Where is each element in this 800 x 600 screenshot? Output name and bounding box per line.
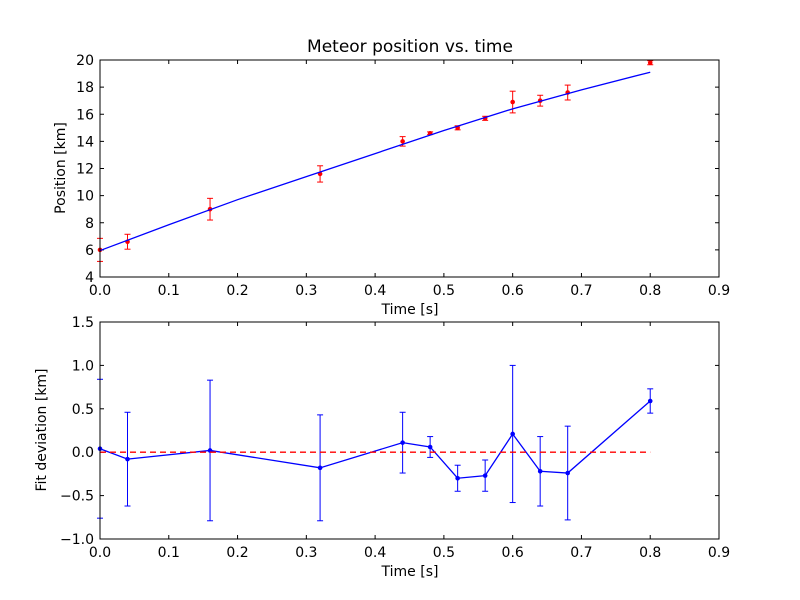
y-tick-label: 0.0 bbox=[72, 445, 94, 461]
position-plot: Meteor position vs. time Time [s] Positi… bbox=[53, 37, 730, 318]
y-tick-label: −0.5 bbox=[60, 489, 94, 505]
plot-marks bbox=[97, 60, 654, 262]
chart-title: Meteor position vs. time bbox=[307, 37, 513, 57]
data-point bbox=[400, 440, 405, 445]
x-tick-label: 0.6 bbox=[502, 283, 524, 299]
y-tick-label: 10 bbox=[76, 189, 94, 205]
x-tick-label: 0.4 bbox=[364, 283, 386, 299]
plot-marks bbox=[97, 364, 654, 522]
y-tick-label: 14 bbox=[76, 134, 94, 150]
y-tick-label: 8 bbox=[85, 216, 94, 232]
x-tick-label: 0.5 bbox=[433, 545, 455, 561]
x-tick-label: 0.1 bbox=[158, 545, 180, 561]
data-point bbox=[317, 465, 323, 471]
data-point bbox=[510, 99, 515, 105]
x-axis-label: Time [s] bbox=[381, 564, 439, 580]
deviation-line bbox=[99, 400, 651, 479]
data-point bbox=[400, 139, 405, 144]
x-tick-label: 0.1 bbox=[158, 283, 180, 299]
plot-frame bbox=[99, 321, 720, 540]
y-tick-label: 1.0 bbox=[72, 358, 94, 374]
x-tick-label: 0.2 bbox=[226, 283, 248, 299]
data-point bbox=[565, 470, 570, 476]
y-tick-label: 12 bbox=[76, 162, 94, 178]
plot-frame bbox=[99, 59, 720, 278]
x-axis-label: Time [s] bbox=[381, 302, 439, 318]
data-point bbox=[427, 444, 433, 450]
y-axis-label: Position [km] bbox=[53, 122, 69, 214]
y-axis-label: Fit deviation [km] bbox=[34, 368, 50, 491]
fit-line bbox=[99, 71, 651, 252]
y-tick-label: 4 bbox=[85, 270, 94, 286]
data-point bbox=[537, 468, 543, 474]
data-point bbox=[647, 398, 653, 404]
x-tick-label: 0.7 bbox=[570, 545, 592, 561]
x-tick-label: 0.0 bbox=[89, 545, 111, 561]
y-tick-label: 0.5 bbox=[72, 402, 94, 418]
data-point bbox=[510, 431, 515, 437]
x-tick-label: 0.2 bbox=[226, 545, 248, 561]
data-point bbox=[125, 456, 130, 462]
x-tick-label: 0.5 bbox=[433, 283, 455, 299]
y-tick-label: 18 bbox=[76, 80, 94, 96]
deviation-plot: Time [s] Fit deviation [km] 0.0 0.1 0.2 0.3… bbox=[34, 315, 730, 580]
y-tick-label: 6 bbox=[85, 243, 94, 259]
axis-ticks: 0.0 0.1 0.2 0.3 0.4 0.5 0.6 0.7 0.8 0.9 −1.0 −0.5 0.… bbox=[60, 315, 730, 561]
y-tick-label: 20 bbox=[76, 53, 94, 69]
x-tick-label: 0.4 bbox=[364, 545, 386, 561]
x-tick-label: 0.9 bbox=[708, 545, 730, 561]
x-tick-label: 0.7 bbox=[570, 283, 592, 299]
x-tick-label: 0.8 bbox=[639, 545, 661, 561]
data-point bbox=[647, 60, 653, 66]
y-tick-label: −1.0 bbox=[60, 532, 94, 548]
y-tick-label: 16 bbox=[76, 107, 94, 123]
data-point bbox=[455, 475, 460, 481]
x-tick-label: 0.0 bbox=[89, 283, 111, 299]
y-tick-label: 1.5 bbox=[72, 315, 94, 331]
x-tick-label: 0.9 bbox=[708, 283, 730, 299]
x-tick-label: 0.3 bbox=[295, 545, 317, 561]
x-tick-label: 0.3 bbox=[295, 283, 317, 299]
x-tick-label: 0.8 bbox=[639, 283, 661, 299]
data-point bbox=[482, 473, 488, 478]
x-tick-label: 0.6 bbox=[502, 545, 524, 561]
axis-ticks: 0.0 0.1 0.2 0.3 0.4 0.5 0.6 0.7 0.8 0.9 4 6 8 10 12 14 1… bbox=[76, 53, 730, 299]
